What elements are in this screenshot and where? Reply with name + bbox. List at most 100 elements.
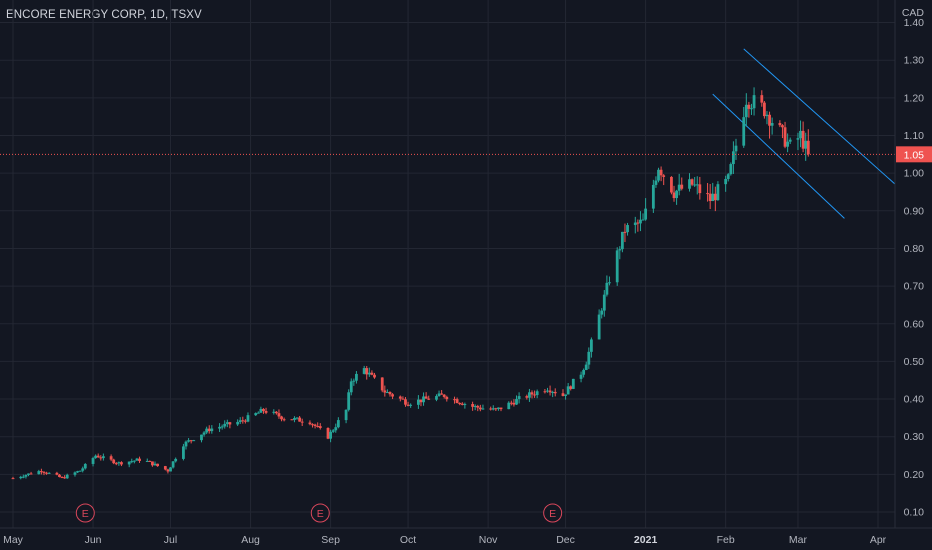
- candle[interactable]: [734, 138, 738, 160]
- candle[interactable]: [401, 396, 405, 400]
- candle[interactable]: [708, 183, 712, 210]
- candle[interactable]: [218, 423, 221, 432]
- candle[interactable]: [298, 415, 302, 422]
- candle[interactable]: [117, 461, 121, 466]
- candle[interactable]: [706, 183, 709, 202]
- candle[interactable]: [373, 372, 376, 379]
- candle[interactable]: [336, 417, 340, 429]
- candle[interactable]: [344, 409, 348, 424]
- candle[interactable]: [579, 371, 583, 383]
- candle[interactable]: [169, 467, 172, 472]
- candle[interactable]: [318, 423, 322, 430]
- candle[interactable]: [806, 129, 810, 157]
- candle[interactable]: [300, 418, 304, 426]
- candle[interactable]: [386, 389, 389, 394]
- candle[interactable]: [781, 124, 784, 139]
- candle[interactable]: [641, 213, 645, 221]
- candle[interactable]: [73, 471, 77, 477]
- candle[interactable]: [770, 117, 774, 135]
- candle[interactable]: [210, 425, 214, 434]
- candle[interactable]: [546, 387, 549, 393]
- candle[interactable]: [489, 406, 493, 411]
- candle[interactable]: [163, 465, 167, 471]
- candle[interactable]: [713, 186, 717, 212]
- candle[interactable]: [156, 463, 159, 467]
- candle[interactable]: [786, 133, 790, 153]
- candle[interactable]: [329, 429, 332, 443]
- candle[interactable]: [543, 388, 547, 394]
- candle[interactable]: [478, 404, 482, 412]
- earnings-marker[interactable]: E: [543, 503, 563, 523]
- candle[interactable]: [608, 276, 611, 286]
- candle[interactable]: [499, 407, 503, 412]
- candle[interactable]: [680, 177, 684, 191]
- candle[interactable]: [435, 394, 438, 402]
- candle[interactable]: [151, 461, 154, 467]
- candle[interactable]: [370, 370, 374, 376]
- candle[interactable]: [783, 121, 787, 149]
- candle[interactable]: [238, 417, 242, 424]
- candle[interactable]: [223, 420, 227, 429]
- candle[interactable]: [732, 141, 735, 174]
- candle[interactable]: [561, 389, 565, 397]
- candle[interactable]: [202, 431, 206, 437]
- candle[interactable]: [409, 403, 413, 408]
- candle[interactable]: [58, 473, 61, 478]
- candle[interactable]: [788, 137, 792, 145]
- candle[interactable]: [473, 404, 477, 411]
- candle[interactable]: [42, 470, 46, 476]
- candle[interactable]: [695, 176, 699, 195]
- candle[interactable]: [130, 458, 134, 464]
- candle[interactable]: [184, 440, 188, 450]
- candle[interactable]: [528, 388, 531, 402]
- candle[interactable]: [688, 173, 691, 192]
- candle[interactable]: [388, 391, 392, 397]
- candle[interactable]: [693, 177, 697, 187]
- candle[interactable]: [760, 90, 764, 107]
- candle[interactable]: [675, 189, 678, 205]
- candle[interactable]: [440, 390, 444, 395]
- candle[interactable]: [623, 223, 627, 243]
- candle[interactable]: [677, 173, 681, 196]
- candle[interactable]: [326, 427, 330, 440]
- candle[interactable]: [280, 415, 283, 422]
- candle[interactable]: [626, 222, 629, 236]
- candle[interactable]: [799, 120, 802, 148]
- candle[interactable]: [437, 390, 441, 397]
- candle[interactable]: [112, 458, 116, 465]
- candle[interactable]: [334, 423, 338, 433]
- candle[interactable]: [778, 120, 782, 128]
- candle[interactable]: [83, 463, 87, 470]
- candle[interactable]: [220, 424, 224, 430]
- candle[interactable]: [481, 404, 485, 410]
- candle[interactable]: [91, 456, 95, 467]
- candle[interactable]: [29, 471, 33, 475]
- candle[interactable]: [127, 461, 131, 468]
- candle[interactable]: [535, 389, 539, 399]
- earnings-marker[interactable]: E: [75, 503, 95, 523]
- candle[interactable]: [657, 167, 660, 183]
- candle[interactable]: [636, 219, 640, 232]
- candle[interactable]: [313, 423, 317, 429]
- candle[interactable]: [132, 460, 136, 464]
- candle[interactable]: [582, 368, 586, 378]
- candle[interactable]: [65, 473, 69, 479]
- candle[interactable]: [512, 399, 516, 407]
- candle[interactable]: [383, 385, 387, 397]
- candle[interactable]: [551, 390, 555, 398]
- candle[interactable]: [476, 404, 480, 412]
- candle[interactable]: [633, 216, 637, 234]
- candle[interactable]: [290, 419, 294, 421]
- candle[interactable]: [148, 460, 152, 462]
- candle[interactable]: [716, 181, 720, 201]
- candle[interactable]: [145, 458, 149, 462]
- candle[interactable]: [311, 423, 314, 428]
- candle[interactable]: [453, 396, 456, 404]
- candle[interactable]: [272, 409, 276, 415]
- candle[interactable]: [367, 367, 371, 377]
- candle[interactable]: [587, 347, 591, 369]
- candle[interactable]: [166, 468, 170, 474]
- candle[interactable]: [747, 101, 751, 118]
- candle[interactable]: [78, 470, 82, 472]
